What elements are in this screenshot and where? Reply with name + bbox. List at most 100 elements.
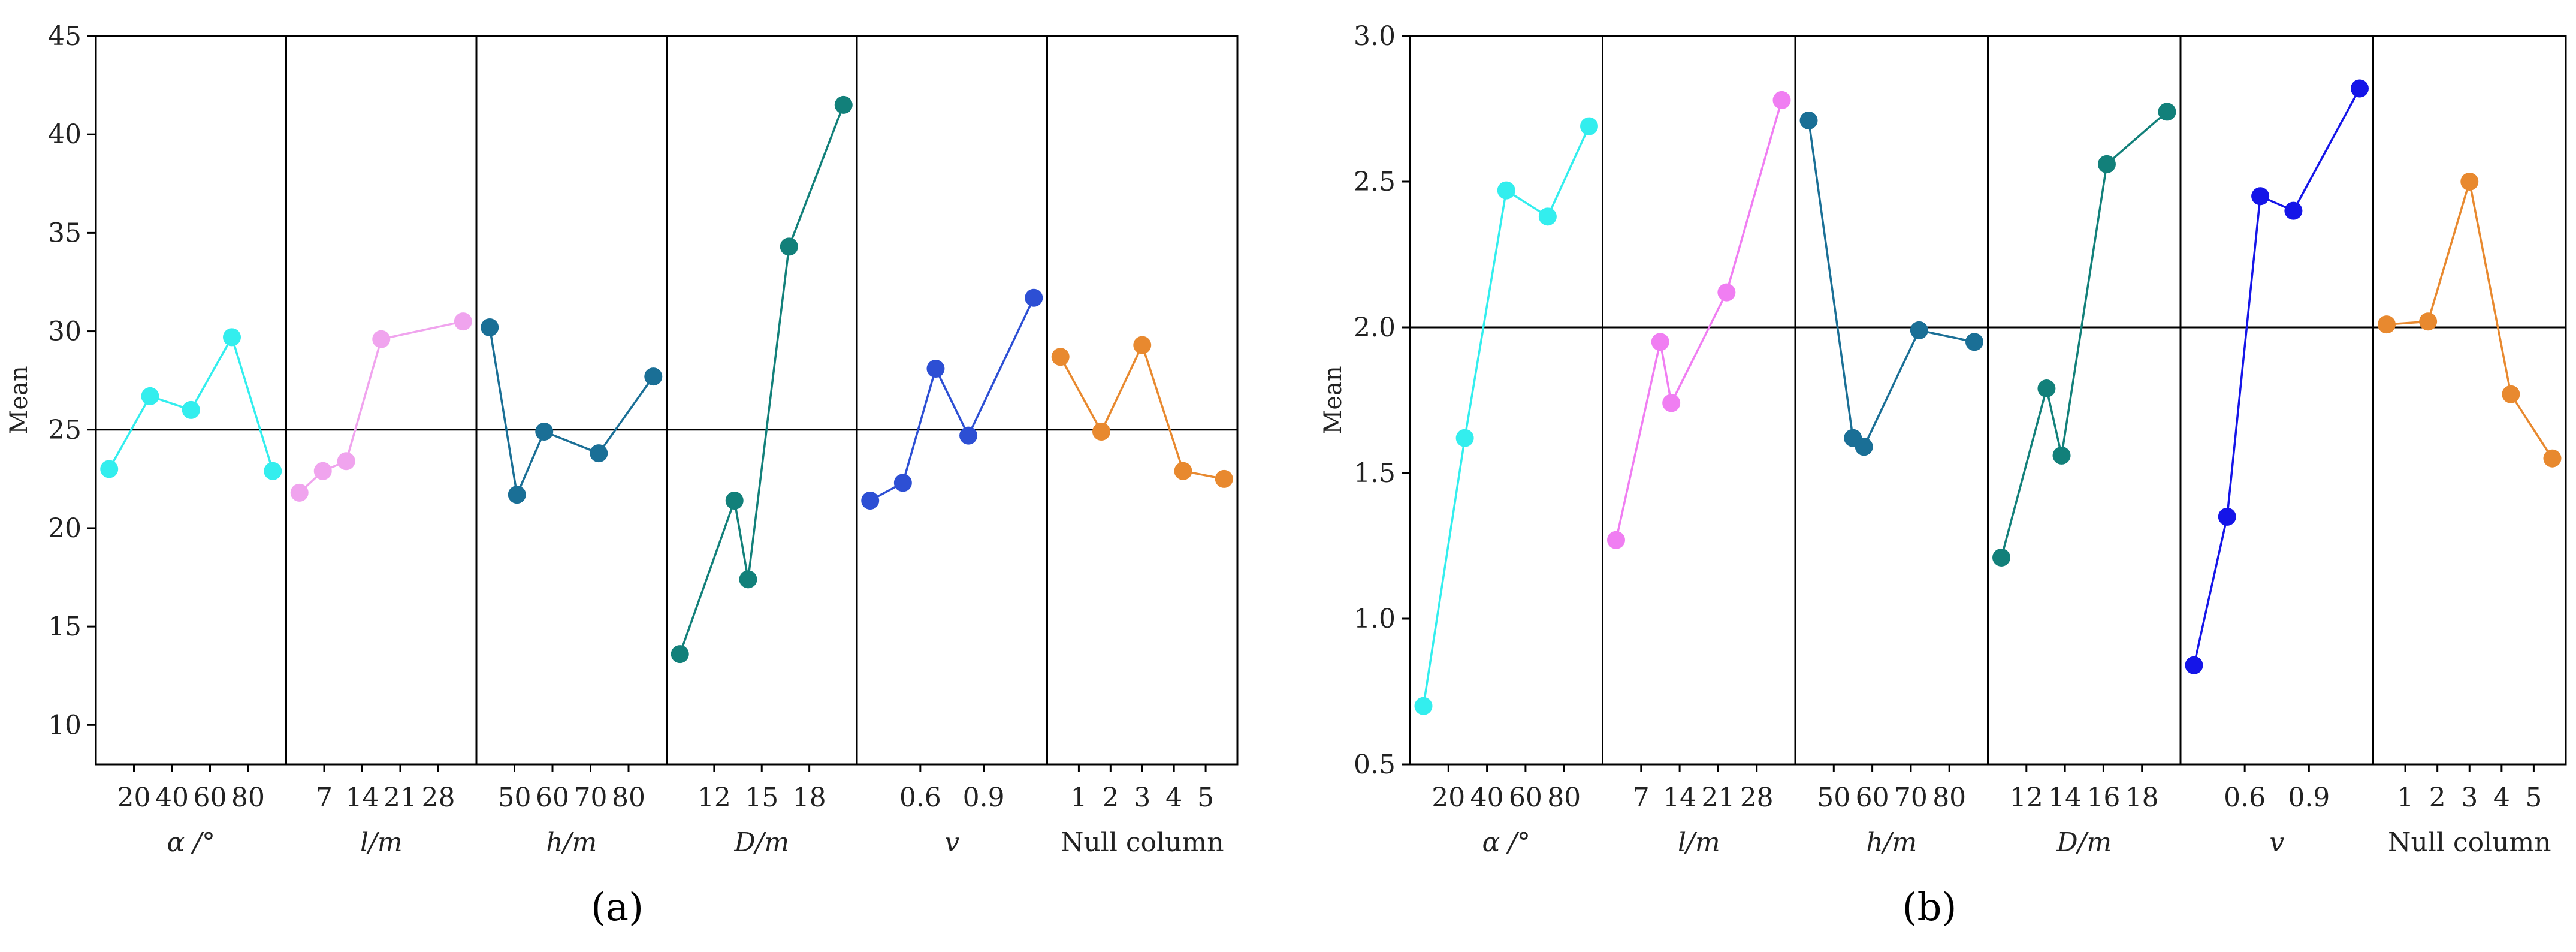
data-point bbox=[2378, 315, 2396, 334]
x-axis-label: v bbox=[2269, 827, 2284, 858]
x-tick-label: 2 bbox=[1102, 782, 1119, 813]
data-point bbox=[141, 387, 159, 405]
data-point bbox=[1799, 111, 1818, 129]
series-line bbox=[869, 297, 1035, 502]
data-point bbox=[535, 423, 554, 441]
panel-2: 50 60 70 80 h/m bbox=[1794, 36, 1983, 858]
data-point bbox=[2185, 656, 2203, 674]
x-axis-label: l/m bbox=[360, 827, 403, 858]
y-tick-label: 3.0 bbox=[1354, 21, 1396, 52]
y-tick-label: 15 bbox=[48, 611, 81, 642]
x-tick-label: 60 bbox=[536, 782, 569, 813]
x-axis-label: D/m bbox=[733, 827, 789, 858]
data-point bbox=[2052, 446, 2071, 465]
data-point bbox=[2284, 201, 2303, 220]
data-point bbox=[2502, 385, 2520, 403]
y-tick-label: 2.0 bbox=[1354, 312, 1396, 343]
data-point bbox=[1965, 333, 1983, 351]
y-tick-label: 35 bbox=[48, 218, 81, 248]
data-point bbox=[223, 328, 241, 347]
data-point bbox=[2460, 173, 2479, 191]
x-tick-label: 16 bbox=[2086, 782, 2120, 813]
x-tick-label: 28 bbox=[422, 782, 455, 813]
y-tick-label: 2.5 bbox=[1354, 167, 1396, 197]
x-tick-label: 80 bbox=[231, 782, 265, 813]
x-tick-label: 1 bbox=[1070, 782, 1087, 813]
x-tick-label: 80 bbox=[1547, 782, 1581, 813]
x-axis-label: v bbox=[944, 827, 959, 858]
x-tick-label: 60 bbox=[1509, 782, 1542, 813]
x-tick-label: 14 bbox=[2048, 782, 2082, 813]
data-point bbox=[725, 491, 744, 510]
x-tick-label: 12 bbox=[2010, 782, 2043, 813]
data-point bbox=[1651, 333, 1669, 351]
x-tick-label: 40 bbox=[1470, 782, 1504, 813]
x-axis-label: α /° bbox=[1482, 827, 1530, 858]
data-point bbox=[290, 483, 309, 502]
data-point bbox=[590, 444, 608, 463]
data-point bbox=[2350, 79, 2369, 98]
x-tick-label: 80 bbox=[1932, 782, 1966, 813]
x-tick-label: 5 bbox=[1197, 782, 1214, 813]
x-tick-label: 14 bbox=[1663, 782, 1696, 813]
data-point bbox=[1855, 438, 1873, 456]
data-point bbox=[1538, 207, 1557, 226]
data-point bbox=[2097, 155, 2116, 173]
data-point bbox=[1580, 117, 1598, 135]
data-point bbox=[1025, 288, 1043, 307]
data-point bbox=[1607, 531, 1626, 549]
data-point bbox=[1772, 91, 1791, 109]
data-point bbox=[1662, 394, 1681, 412]
panel-4: 0.6 0.9v bbox=[2179, 36, 2369, 858]
x-tick-label: 7 bbox=[316, 782, 333, 813]
data-point bbox=[2218, 507, 2236, 526]
x-tick-label: 40 bbox=[155, 782, 189, 813]
y-tick-label: 10 bbox=[48, 710, 81, 740]
series-line bbox=[2000, 111, 2168, 558]
data-point bbox=[959, 426, 978, 445]
panel-1: 7 14 21 28 l/m bbox=[285, 36, 472, 858]
x-tick-label: 0.6 bbox=[2224, 782, 2266, 813]
data-point bbox=[2419, 312, 2438, 331]
data-point bbox=[1092, 423, 1110, 441]
panel-3: 12 15 18D/m bbox=[666, 36, 853, 858]
x-tick-label: 1 bbox=[2397, 782, 2414, 813]
panel-0: 20 40 60 80 α /° bbox=[100, 328, 282, 858]
x-tick-label: 50 bbox=[1817, 782, 1850, 813]
series-line bbox=[1059, 342, 1225, 480]
x-tick-label: 12 bbox=[697, 782, 731, 813]
x-tick-label: 21 bbox=[1701, 782, 1735, 813]
panel-0: 20 40 60 80 α /° bbox=[1414, 117, 1598, 858]
x-axis-label: h/m bbox=[546, 827, 597, 858]
data-point bbox=[1992, 548, 2011, 567]
data-point bbox=[1414, 697, 1433, 715]
data-point bbox=[1455, 429, 1474, 447]
x-tick-label: 18 bbox=[2125, 782, 2159, 813]
x-tick-label: 70 bbox=[574, 782, 608, 813]
x-tick-label: 60 bbox=[1856, 782, 1889, 813]
panel-2: 50 60 70 80 h/m bbox=[475, 36, 663, 858]
x-tick-label: 60 bbox=[194, 782, 227, 813]
data-point bbox=[1215, 469, 1233, 488]
data-point bbox=[644, 367, 663, 386]
y-tick-label: 20 bbox=[48, 513, 81, 544]
y-tick-label: 30 bbox=[48, 317, 81, 347]
data-point bbox=[508, 486, 526, 504]
x-tick-label: 15 bbox=[745, 782, 778, 813]
x-axis-label: Null column bbox=[2388, 827, 2551, 858]
y-tick-label: 25 bbox=[48, 415, 81, 445]
data-point bbox=[100, 460, 119, 478]
data-point bbox=[454, 312, 472, 331]
panel-5: 1 2 3 4 5 Null column bbox=[2372, 36, 2562, 858]
x-tick-label: 21 bbox=[383, 782, 417, 813]
x-tick-label: 4 bbox=[1165, 782, 1182, 813]
data-point bbox=[1497, 181, 1515, 200]
series-line bbox=[488, 327, 654, 499]
series-line bbox=[1807, 120, 1975, 448]
data-point bbox=[834, 95, 853, 114]
series-line bbox=[679, 104, 845, 655]
x-axis-label: Null column bbox=[1061, 827, 1224, 858]
data-point bbox=[1051, 348, 1070, 366]
